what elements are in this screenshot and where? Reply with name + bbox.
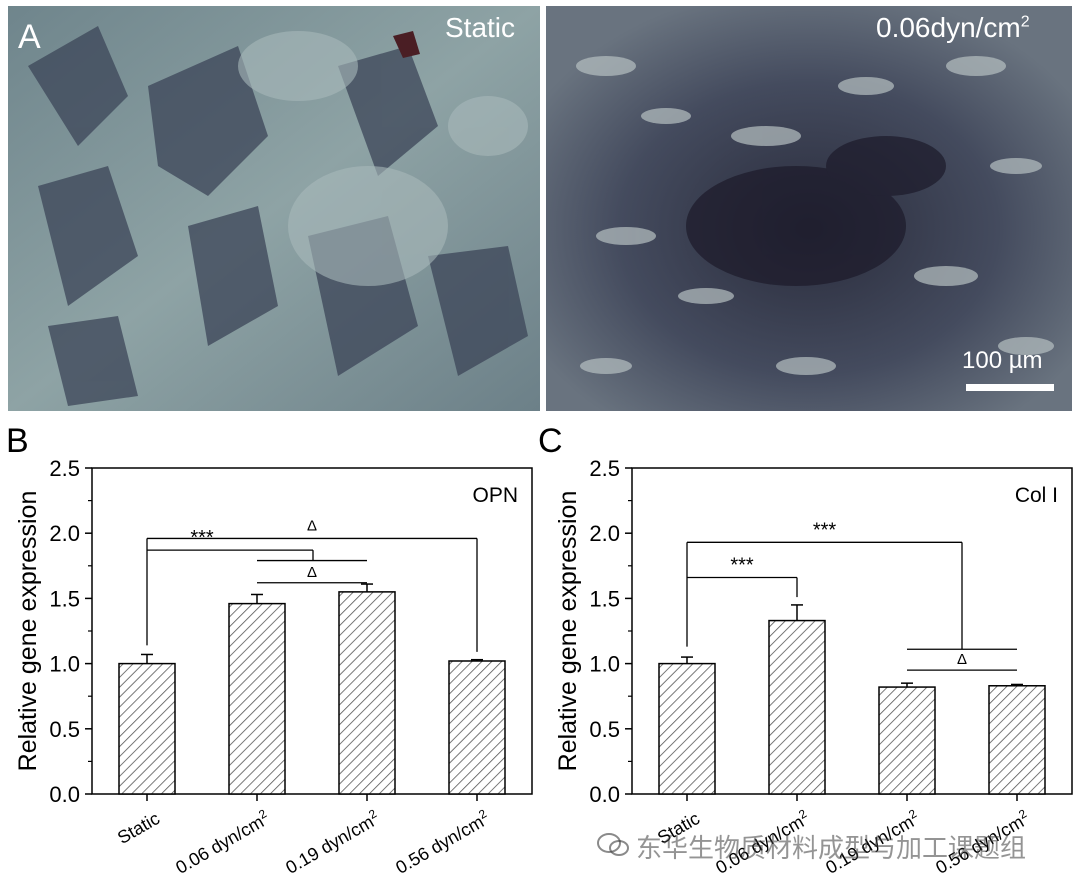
y-tick-label: 2.5 — [49, 456, 80, 481]
y-tick-label: 0.5 — [589, 717, 620, 742]
significance-label: Δ — [307, 564, 317, 581]
bar — [658, 662, 716, 795]
y-tick-label: 1.5 — [589, 586, 620, 611]
panel-letter-a: A — [18, 18, 41, 56]
gene-label: OPN — [472, 484, 518, 507]
y-axis-label: Relative gene expression — [554, 491, 582, 772]
significance-label: Δ — [957, 651, 967, 668]
significance-label: *** — [813, 519, 837, 541]
x-tick-label: Static — [114, 808, 163, 848]
static-label: Static — [445, 12, 516, 43]
wechat-icon — [597, 833, 629, 856]
chart-c-col1: 0.0 0.5 1.0 1.5 2.0 2.5 Relative gene expressi… — [554, 456, 1073, 878]
bar — [988, 685, 1046, 795]
panel-letter-b: B — [6, 422, 29, 460]
shear-label-sup: 2 — [1020, 13, 1030, 31]
y-tick-label: 2.0 — [589, 521, 620, 546]
bar — [118, 662, 176, 795]
y-tick-label: 2.0 — [49, 521, 80, 546]
scale-bar-label: 100 µm — [962, 347, 1043, 374]
shear-micrograph — [546, 6, 1072, 411]
bar — [448, 660, 506, 795]
y-tick-label: 2.5 — [589, 456, 620, 481]
y-tick-label: 1.0 — [49, 652, 80, 677]
x-tick-label: 0.56 dyn/cm2 — [391, 806, 493, 878]
x-tick-label: 0.06 dyn/cm2 — [171, 806, 273, 878]
y-axis-label: Relative gene expression — [14, 491, 42, 772]
significance-label: *** — [190, 527, 214, 549]
gene-label: Col I — [1015, 484, 1058, 507]
y-tick-label: 1.0 — [589, 652, 620, 677]
significance-label: Δ — [307, 517, 317, 534]
bar — [338, 591, 396, 795]
bar — [228, 602, 286, 795]
y-tick-label: 0.5 — [49, 717, 80, 742]
static-micrograph — [8, 6, 540, 411]
y-tick-label: 1.5 — [49, 586, 80, 611]
shear-label-text: 0.06dyn/cm — [876, 12, 1021, 43]
watermark-text: 东华生物质材料成型与加工课题组 — [636, 833, 1027, 863]
scale-bar — [966, 384, 1054, 391]
bar — [878, 686, 936, 795]
x-tick-label: 0.19 dyn/cm2 — [281, 806, 383, 878]
significance-label: *** — [730, 555, 754, 577]
y-tick-label: 0.0 — [589, 782, 620, 807]
chart-b-opn: 0.0 0.5 1.0 1.5 2.0 2.5 Relative gene expressi… — [14, 456, 533, 878]
panel-letter-c: C — [538, 422, 563, 460]
y-tick-label: 0.0 — [49, 782, 80, 807]
bar — [768, 619, 826, 795]
shear-label: 0.06dyn/cm2 — [876, 12, 1030, 44]
